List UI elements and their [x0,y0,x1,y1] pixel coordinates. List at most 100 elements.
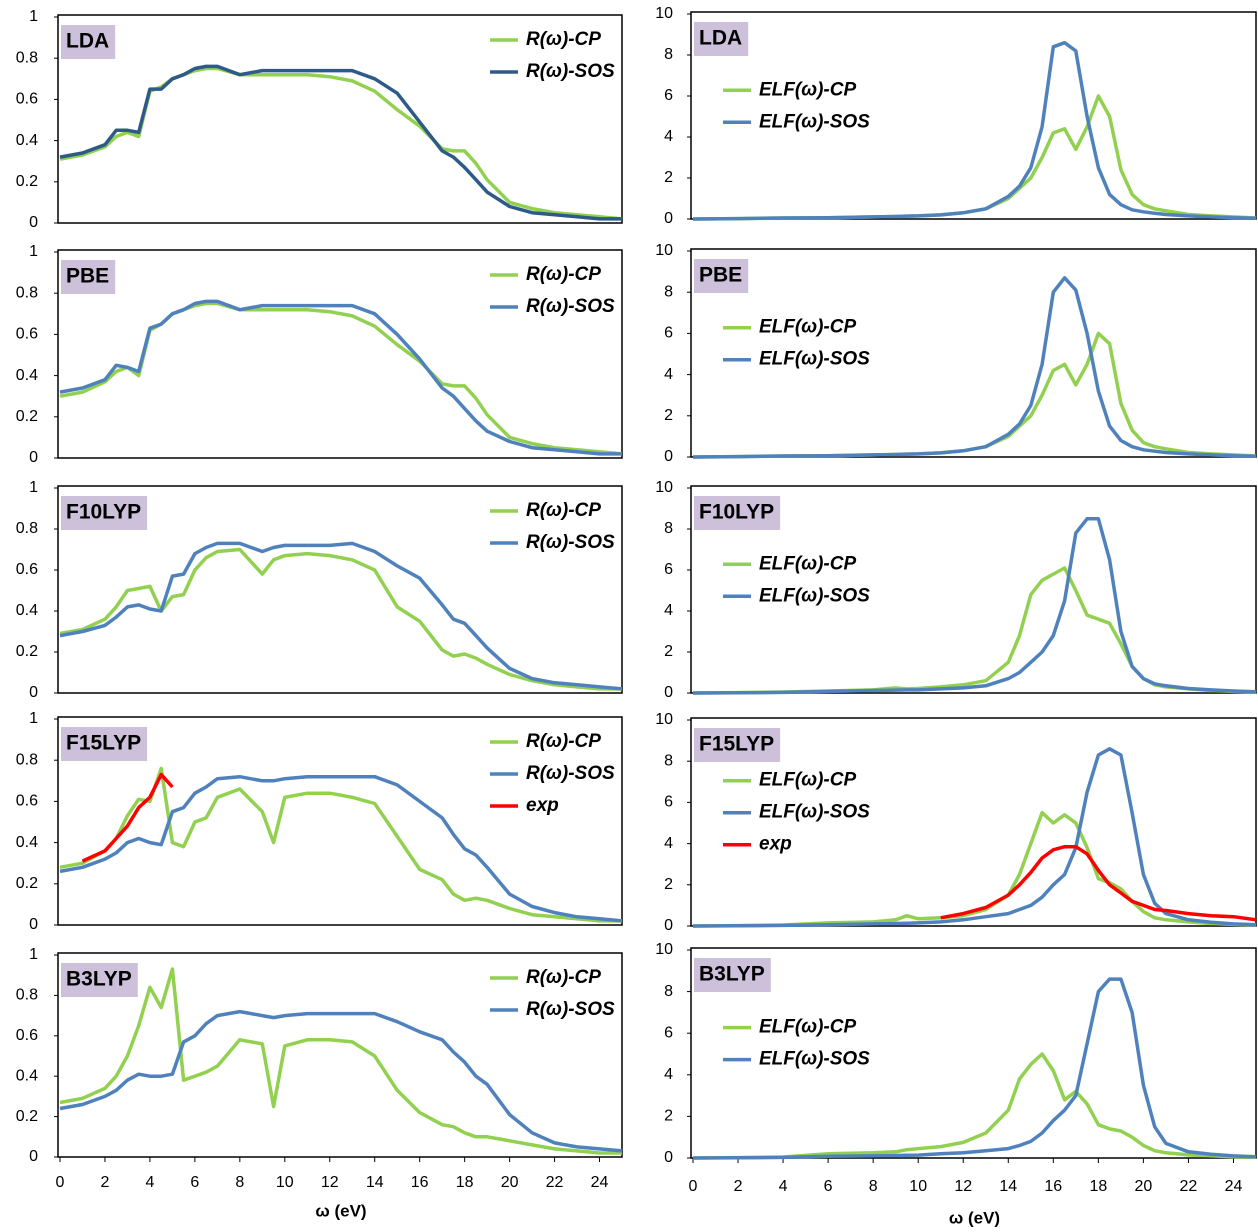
panel-label: LDA [699,27,742,50]
panel-label-box [61,496,148,530]
y-tick-label: 0 [29,684,38,701]
legend-label: ELF(ω)-SOS [759,1049,870,1070]
panel: 0 0.2 0.4 0.6 0.8 1 F10LYP R(ω)-CP R(ω)-SOS [16,479,623,701]
plot-frame [57,249,623,459]
x-axis-label: ω (eV) [949,1208,1000,1227]
y-tick-label: 10 [655,242,673,259]
y-tick-label: 0.2 [16,875,38,892]
x-tick-label: 2 [101,1174,110,1191]
legend-label: R(ω)-CP [526,731,601,752]
x-tick-label: 22 [546,1174,564,1191]
legend-label: ELF(ω)-SOS [759,111,870,132]
plot-frame [57,716,623,926]
legend-label: ELF(ω)-CP [759,770,856,791]
y-tick-label: 2 [664,169,673,186]
legend-label: R(ω)-SOS [526,532,615,553]
panel-label: F10LYP [66,501,141,524]
panel-label-box [694,958,771,992]
legend-label: R(ω)-SOS [526,61,615,82]
y-tick-label: 4 [664,366,673,383]
y-tick-label: 0.2 [16,1108,38,1125]
series-line [59,541,623,691]
panel-label: PBE [66,265,109,288]
x-tick-label: 10 [909,1178,927,1195]
y-tick-label: 2 [664,1108,673,1125]
series-line [59,299,622,456]
legend-label: ELF(ω)-SOS [759,802,870,823]
y-tick-label: 1 [29,8,38,25]
x-tick-label: 14 [366,1174,384,1191]
y-tick-label: 8 [664,46,673,63]
legend-label: R(ω)-SOS [526,296,615,317]
legend-label: ELF(ω)-CP [759,79,856,100]
y-tick-label: 1 [29,710,38,727]
panel-label-box [694,259,749,293]
panel: 0 2 4 6 8 10 LDA ELF(ω)-CP ELF(ω)-SOS [655,5,1257,227]
panel-label: F15LYP [66,732,141,755]
x-tick-label: 18 [1089,1178,1107,1195]
x-tick-label: 12 [954,1178,972,1195]
y-tick-label: 6 [664,1024,673,1041]
legend-label: R(ω)-CP [526,500,601,521]
panel-label-box [61,963,138,997]
legend-label: R(ω)-CP [526,967,601,988]
y-tick-label: 0.6 [16,561,38,578]
y-tick-label: 0.4 [16,367,38,384]
series-line [59,774,623,923]
x-tick-label: 2 [734,1178,743,1195]
y-tick-label: 0 [664,210,673,227]
panel-label-box [61,727,148,761]
panel: 0 2 4 6 8 10 PBE ELF(ω)-CP ELF(ω)-SOS [655,242,1257,465]
y-tick-label: 0.6 [16,793,38,810]
y-tick-label: 0.6 [16,326,38,343]
y-tick-label: 6 [664,794,673,811]
y-tick-label: 8 [664,283,673,300]
y-tick-label: 4 [664,835,673,852]
y-tick-label: 8 [664,983,673,1000]
y-tick-label: 1 [29,479,38,496]
panel-label-box [61,25,116,59]
legend-label: ELF(ω)-CP [759,1017,856,1038]
y-tick-label: 6 [664,325,673,342]
legend-label: R(ω)-SOS [526,999,615,1020]
y-tick-label: 8 [664,752,673,769]
y-tick-label: 0 [29,214,38,231]
y-tick-label: 0.6 [16,91,38,108]
x-tick-label: 18 [456,1174,474,1191]
x-tick-label: 22 [1180,1178,1198,1195]
legend-label: ELF(ω)-SOS [759,585,870,606]
x-tick-label: 24 [1225,1178,1243,1195]
y-tick-label: 4 [664,1066,673,1083]
x-tick-label: 14 [999,1178,1017,1195]
y-tick-label: 0.8 [16,49,38,66]
series-line [692,977,1257,1160]
x-tick-label: 8 [869,1178,878,1195]
x-tick-label: 4 [145,1174,154,1191]
y-tick-label: 2 [664,643,673,660]
plot-frame [690,485,1257,694]
series-line [59,1009,623,1153]
x-tick-label: 16 [411,1174,429,1191]
x-tick-label: 6 [824,1178,833,1195]
x-tick-label: 20 [1135,1178,1153,1195]
series-line [692,1052,1257,1160]
legend-label: R(ω)-CP [526,264,601,285]
y-tick-label: 0 [29,449,38,466]
y-tick-label: 10 [655,711,673,728]
legend-label: R(ω)-SOS [526,763,615,784]
panel-label-box [694,22,749,56]
legend-label: ELF(ω)-SOS [759,349,870,370]
plot-frame [690,947,1257,1159]
panel-label: F15LYP [699,733,774,756]
x-axis-label: ω (eV) [315,1201,366,1220]
y-tick-label: 0 [664,684,673,701]
panel: 0 0.2 0.4 0.6 0.8 1 PBE R(ω)-CP R(ω)-SOS [16,243,623,466]
y-tick-label: 10 [655,5,673,22]
y-tick-label: 10 [655,941,673,958]
y-tick-label: 1 [29,243,38,260]
plot-frame [57,485,623,694]
y-tick-label: 0.4 [16,132,38,149]
y-tick-label: 0.2 [16,173,38,190]
y-tick-label: 0.8 [16,751,38,768]
